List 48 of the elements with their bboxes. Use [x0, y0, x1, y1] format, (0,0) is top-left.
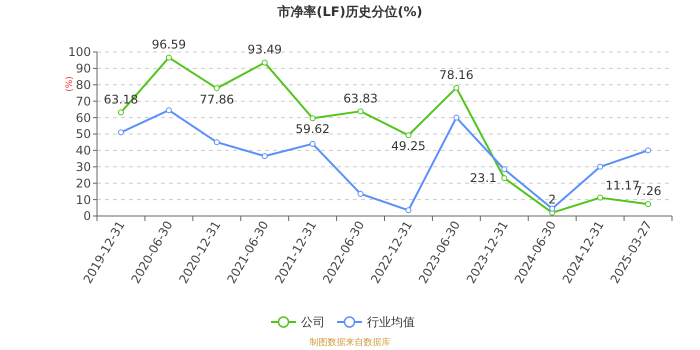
point: [214, 139, 220, 146]
point: [310, 140, 316, 147]
point: [358, 190, 364, 197]
point: [453, 114, 460, 121]
y-tick-label: 40: [76, 144, 91, 158]
text: 制图数据来自数据库: [310, 337, 390, 348]
data-label: 93.49: [248, 42, 282, 57]
point: [597, 164, 604, 170]
legend-label: 行业均值: [367, 315, 415, 330]
point: [405, 132, 412, 138]
y-tick-label: 80: [76, 78, 91, 92]
point: [645, 201, 652, 208]
point: [405, 207, 412, 214]
y-tick-label: 70: [76, 94, 91, 108]
point: [262, 153, 268, 160]
y-tick-label: 20: [76, 176, 91, 190]
point: [597, 194, 604, 201]
point: [358, 108, 364, 114]
y-tick-label: 0: [83, 209, 91, 224]
chart-title: 市净率(LF)历史分位(%): [276, 4, 422, 20]
point: [453, 84, 460, 91]
point: [645, 147, 652, 154]
y-tick-label: 10: [76, 192, 91, 207]
y-axis-title: (%): [65, 76, 75, 92]
data-label: 59.62: [295, 122, 330, 136]
legend-label: 公司: [301, 315, 325, 330]
data-label: 63.83: [343, 91, 378, 106]
point: [214, 85, 220, 92]
data-label: 96.59: [152, 38, 186, 52]
y-tick-label: 100: [68, 45, 91, 60]
point: [166, 107, 172, 114]
data-label: 2: [548, 192, 556, 207]
point: [166, 54, 172, 61]
point: [118, 129, 124, 136]
data-label: 49.25: [391, 139, 426, 154]
point: [501, 166, 508, 172]
y-tick-label: 50: [76, 127, 91, 142]
point: [310, 115, 316, 122]
point: [501, 175, 508, 182]
data-label: 78.16: [439, 68, 474, 82]
y-tick-label: 90: [76, 62, 91, 76]
point: [549, 206, 556, 212]
point: [118, 109, 124, 116]
y-tick-label: 30: [76, 160, 91, 174]
y-tick-label: 60: [76, 110, 91, 125]
point: [262, 60, 268, 66]
data-label: 23.1: [470, 171, 497, 186]
data-label: 77.86: [200, 92, 234, 106]
